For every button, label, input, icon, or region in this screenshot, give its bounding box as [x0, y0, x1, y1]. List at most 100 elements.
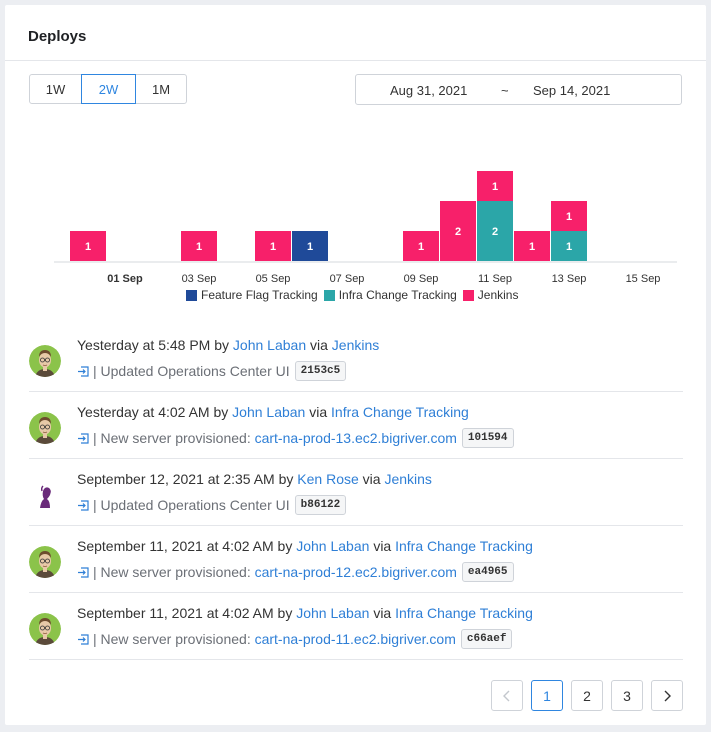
- user-link[interactable]: John Laban: [232, 337, 307, 353]
- separator: |: [93, 363, 97, 379]
- legend-label: Feature Flag Tracking: [201, 288, 318, 302]
- date-range-start[interactable]: Aug 31, 2021: [390, 83, 468, 98]
- separator: |: [93, 631, 97, 647]
- deploy-summary: September 12, 2021 at 2:35 AM by Ken Ros…: [77, 471, 432, 487]
- bar-segment-jenkins[interactable]: [403, 231, 439, 261]
- bar-segment-jenkins[interactable]: [551, 201, 587, 231]
- bar-value-label: 2: [455, 226, 461, 238]
- legend-label: Jenkins: [477, 288, 519, 302]
- deploy-details: | New server provisioned: cart-na-prod-1…: [77, 428, 514, 448]
- separator: |: [93, 564, 97, 580]
- source-link[interactable]: Jenkins: [384, 471, 432, 487]
- x-tick-label: 09 Sep: [404, 273, 439, 285]
- source-link[interactable]: Infra Change Tracking: [395, 605, 533, 621]
- server-link[interactable]: cart-na-prod-13.ec2.bigriver.com: [254, 430, 457, 446]
- range-button-1m[interactable]: 1M: [135, 74, 187, 104]
- user-link[interactable]: John Laban: [296, 605, 370, 621]
- chart-legend: Feature Flag Tracking Infra Change Tracki…: [186, 288, 524, 302]
- by-label: by: [214, 337, 230, 353]
- deploy-message: New server provisioned:: [100, 430, 251, 446]
- deploys-card: Deploys 1W 2W 1M Aug 31, 2021 ~ Sep 14, …: [5, 5, 706, 725]
- deploy-details: | New server provisioned: cart-na-prod-1…: [77, 629, 513, 649]
- prev-page-button[interactable]: [491, 680, 523, 711]
- deploy-details: | Updated Operations Center UI 2153c5: [77, 361, 347, 381]
- bar-segment-jenkins[interactable]: [255, 231, 291, 261]
- legend-label: Infra Change Tracking: [338, 288, 457, 302]
- bar-value-label: 1: [196, 241, 202, 253]
- next-page-button[interactable]: [651, 680, 683, 711]
- source-link[interactable]: Infra Change Tracking: [395, 538, 533, 554]
- page-button-1[interactable]: 1: [531, 680, 563, 711]
- x-tick-label: 07 Sep: [330, 273, 365, 285]
- by-label: by: [277, 538, 293, 554]
- date-range-separator: ~: [501, 83, 509, 98]
- commit-hash-badge[interactable]: 2153c5: [294, 361, 347, 381]
- date-range-end[interactable]: Sep 14, 2021: [533, 83, 611, 98]
- bar-segment-jenkins[interactable]: [440, 201, 476, 261]
- avatar: [29, 345, 61, 377]
- page-button-2[interactable]: 2: [571, 680, 603, 711]
- bar-value-label: 1: [270, 241, 276, 253]
- bar-segment-feature-flag-tracking[interactable]: [292, 231, 328, 261]
- deploy-icon: [78, 566, 89, 578]
- legend-item[interactable]: Jenkins: [462, 288, 519, 302]
- commit-hash-badge[interactable]: b86122: [294, 495, 347, 515]
- source-link[interactable]: Infra Change Tracking: [331, 404, 469, 420]
- deploy-time: Yesterday at 4:02 AM: [77, 404, 210, 420]
- commit-hash-badge[interactable]: c66aef: [460, 629, 513, 649]
- user-link[interactable]: John Laban: [296, 538, 370, 554]
- bar-segment-infra-change-tracking[interactable]: [551, 231, 587, 261]
- avatar: [29, 546, 61, 578]
- bar-segment-jenkins[interactable]: [181, 231, 217, 261]
- server-link[interactable]: cart-na-prod-11.ec2.bigriver.com: [254, 631, 456, 647]
- legend-swatch: [462, 289, 474, 301]
- deploy-details: | New server provisioned: cart-na-prod-1…: [77, 562, 514, 582]
- pagination: 1 2 3: [483, 680, 683, 711]
- commit-hash-badge[interactable]: 101594: [461, 428, 514, 448]
- bar-value-label: 1: [566, 211, 572, 223]
- legend-item[interactable]: Feature Flag Tracking: [186, 288, 318, 302]
- user-link[interactable]: Ken Rose: [297, 471, 359, 487]
- deploy-time: September 11, 2021 at 4:02 AM: [77, 538, 274, 554]
- deploy-list-item: September 12, 2021 at 2:35 AM by Ken Ros…: [29, 459, 683, 526]
- source-link[interactable]: Jenkins: [331, 337, 380, 353]
- commit-hash-badge[interactable]: ea4965: [461, 562, 514, 582]
- deploy-icon: [78, 499, 89, 511]
- deploy-list-item: Yesterday at 5:48 PM by John Laban via J…: [29, 325, 683, 392]
- bar-segment-jenkins[interactable]: [514, 231, 550, 261]
- bar-value-label: 1: [566, 241, 572, 253]
- chevron-right-icon: [664, 690, 671, 701]
- deploys-bar-chart: 1 1 1 1 1 2 2 1 1 1 1 01 Sep 03 Sep 05 Sep 07 Sep 09 Se…: [54, 171, 677, 285]
- x-tick-label: 03 Sep: [182, 273, 217, 285]
- range-button-1w[interactable]: 1W: [29, 74, 82, 104]
- bar-value-label: 1: [492, 181, 498, 193]
- deploy-time: September 11, 2021 at 4:02 AM: [77, 605, 274, 621]
- bar-value-label: 1: [529, 241, 535, 253]
- deploy-list-item: September 11, 2021 at 4:02 AM by John La…: [29, 526, 683, 593]
- by-label: by: [213, 404, 229, 420]
- legend-swatch: [323, 289, 335, 301]
- legend-item[interactable]: Infra Change Tracking: [323, 288, 457, 302]
- avatar: [29, 412, 61, 444]
- chevron-left-icon: [503, 690, 510, 701]
- bar-segment-infra-change-tracking[interactable]: [477, 201, 513, 261]
- via-label: via: [373, 538, 392, 554]
- bar-value-label: 1: [307, 241, 313, 253]
- bar-segment-jenkins[interactable]: [70, 231, 106, 261]
- deploy-message: Updated Operations Center UI: [100, 497, 290, 513]
- deploy-summary: Yesterday at 4:02 AM by John Laban via I…: [77, 404, 469, 420]
- x-tick-label: 01 Sep: [107, 273, 143, 285]
- legend-swatch: [186, 289, 197, 301]
- via-label: via: [310, 337, 328, 353]
- x-tick-label: 11 Sep: [478, 273, 512, 285]
- deploy-list-item: Yesterday at 4:02 AM by John Laban via I…: [29, 392, 683, 459]
- date-range-picker[interactable]: Aug 31, 2021 ~ Sep 14, 2021: [355, 74, 682, 105]
- page-button-3[interactable]: 3: [611, 680, 643, 711]
- user-link[interactable]: John Laban: [232, 404, 306, 420]
- server-link[interactable]: cart-na-prod-12.ec2.bigriver.com: [254, 564, 457, 580]
- deploy-icon: [78, 633, 89, 645]
- range-button-2w[interactable]: 2W: [81, 74, 136, 104]
- deploy-message: New server provisioned:: [100, 564, 251, 580]
- bar-segment-jenkins[interactable]: [477, 171, 513, 201]
- by-label: by: [277, 605, 293, 621]
